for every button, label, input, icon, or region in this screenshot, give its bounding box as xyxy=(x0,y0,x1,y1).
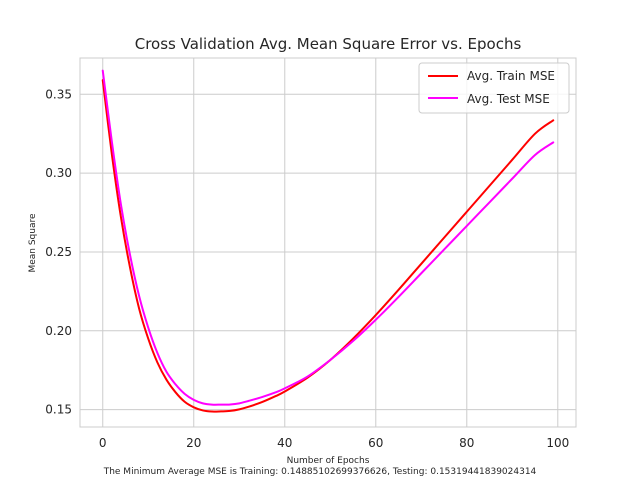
legend-label-test: Avg. Test MSE xyxy=(467,92,550,106)
legend: Avg. Train MSE Avg. Test MSE xyxy=(418,62,570,114)
plot-frame xyxy=(79,57,577,428)
y-tick-label: 0.20 xyxy=(45,324,72,338)
tick-layer: 0 20 40 60 80 100 0.15 0.20 0.25 0.30 0.35 xyxy=(45,87,569,450)
x-tick-label: 20 xyxy=(186,436,201,450)
x-axis-label: Number of Epochs xyxy=(287,456,370,466)
y-axis-label: Mean Square xyxy=(28,213,38,273)
footnote: The Minimum Average MSE is Training: 0.1… xyxy=(103,467,537,477)
series-layer xyxy=(101,69,555,413)
legend-label-train: Avg. Train MSE xyxy=(467,69,555,83)
x-tick-label: 80 xyxy=(459,436,474,450)
chart-title: Cross Validation Avg. Mean Square Error … xyxy=(135,35,522,53)
test-mse-line xyxy=(101,69,555,406)
x-tick-label: 60 xyxy=(368,436,383,450)
y-tick-label: 0.35 xyxy=(45,87,72,101)
grid-layer xyxy=(80,58,576,427)
x-tick-label: 100 xyxy=(546,436,569,450)
train-mse-line xyxy=(101,79,555,413)
x-tick-label: 40 xyxy=(277,436,292,450)
y-tick-label: 0.15 xyxy=(45,403,72,417)
y-tick-label: 0.30 xyxy=(45,166,72,180)
x-tick-label: 0 xyxy=(99,436,107,450)
y-tick-label: 0.25 xyxy=(45,245,72,259)
